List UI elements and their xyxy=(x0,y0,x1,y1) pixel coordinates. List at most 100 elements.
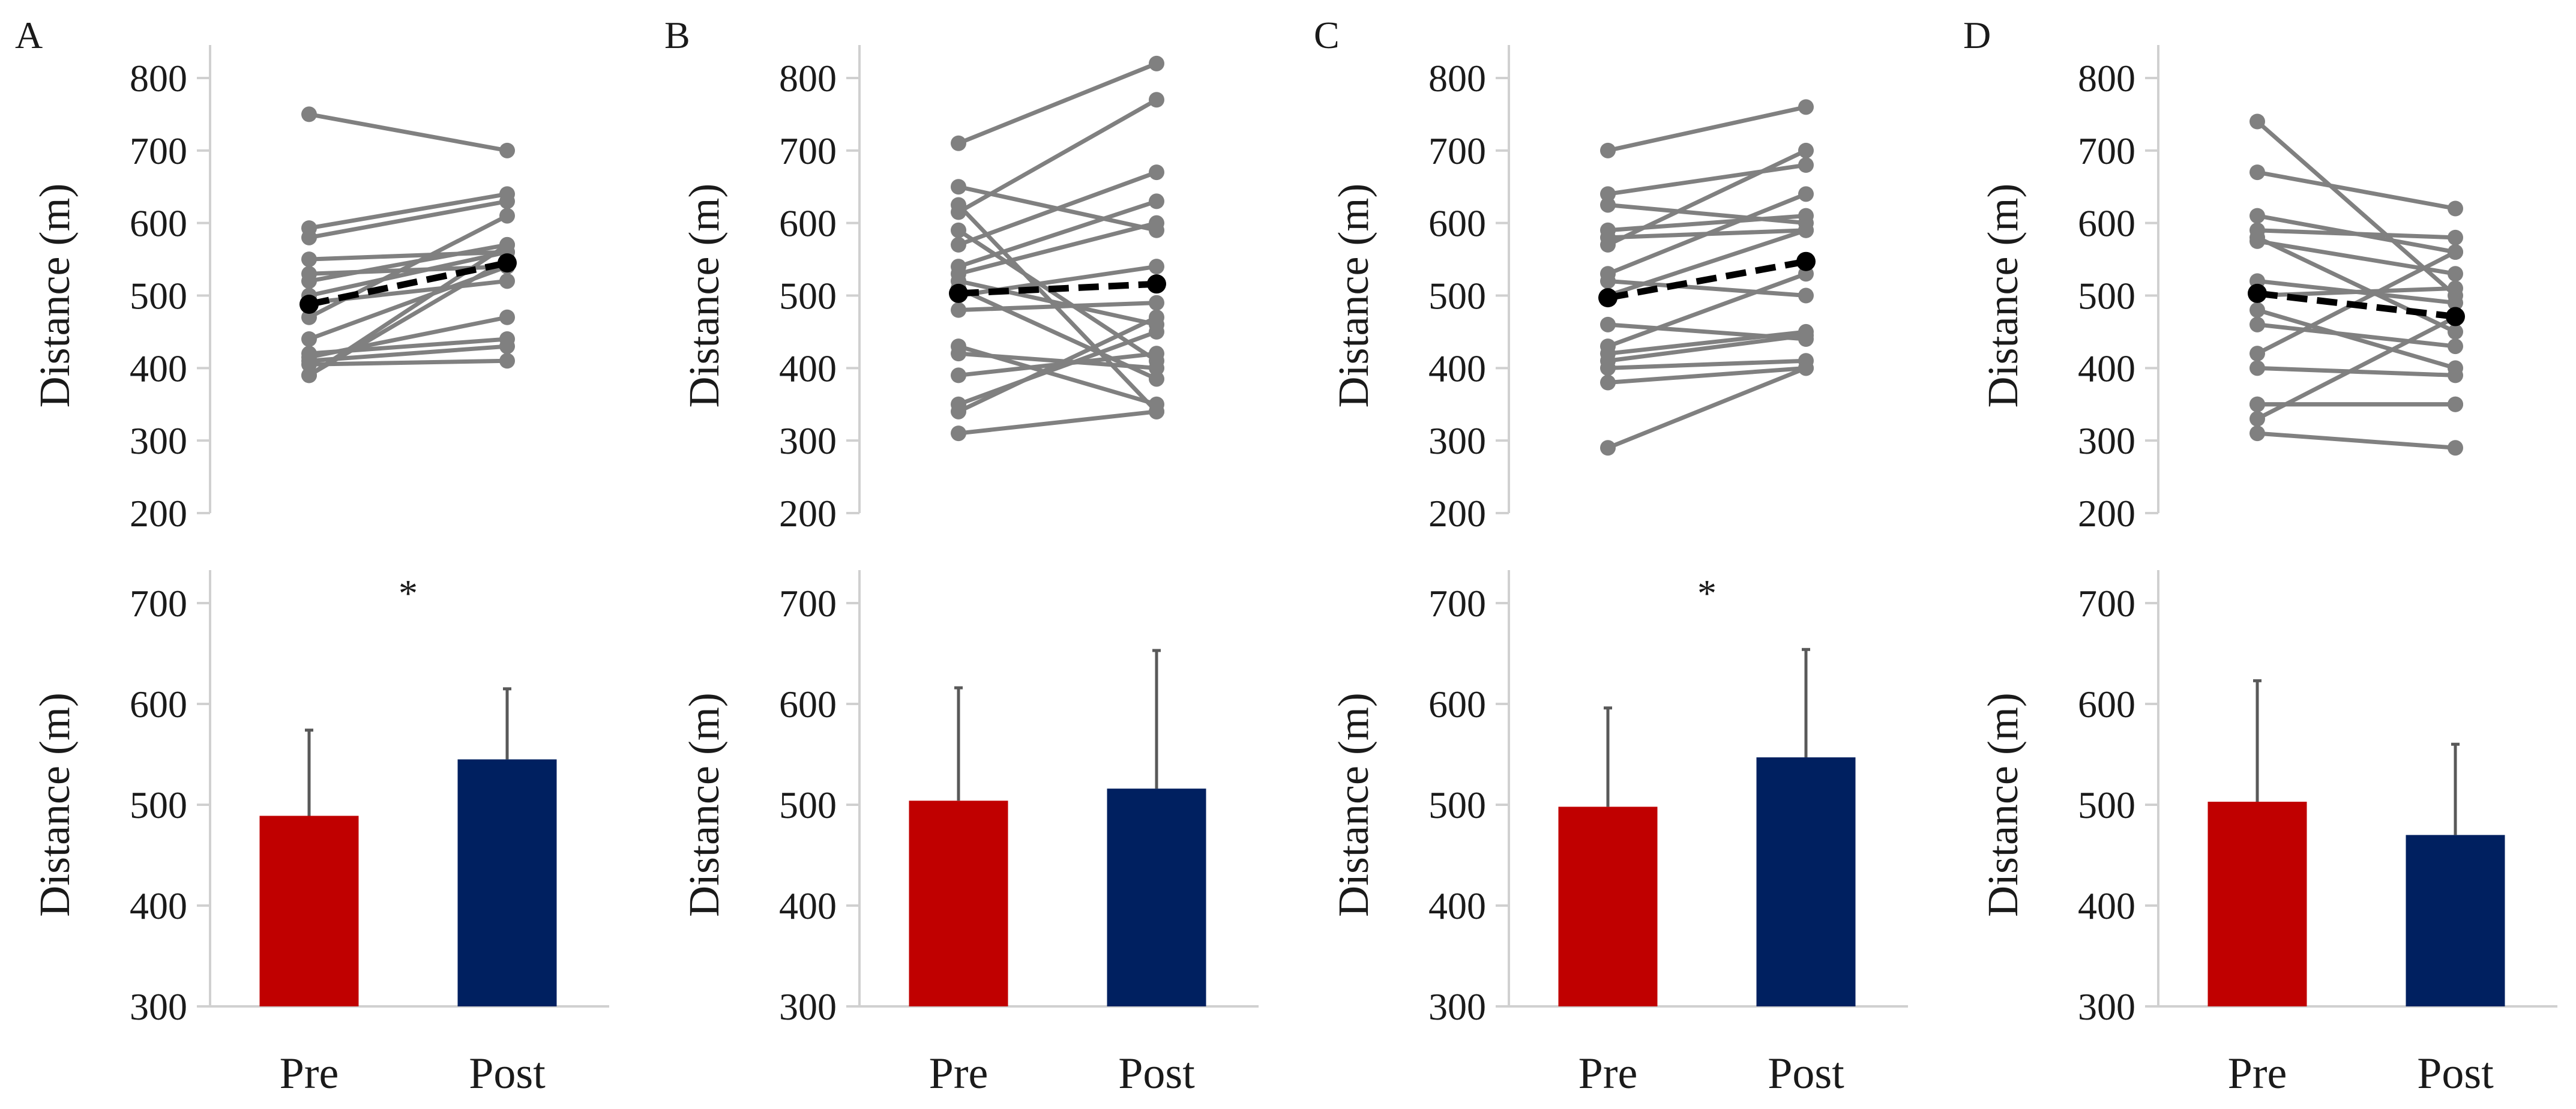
subject-point xyxy=(499,309,515,325)
subject-point xyxy=(951,135,966,151)
subject-point xyxy=(2249,113,2265,130)
subject-line xyxy=(958,221,1157,276)
subject-series xyxy=(951,346,1164,376)
panel-c-bar-chart: 300 400 500 600 700 Distance (m) Pre Post * xyxy=(1329,570,1908,1098)
subject-point xyxy=(2249,425,2265,442)
subject-point xyxy=(301,331,317,347)
bar-post xyxy=(2406,835,2505,1006)
subject-series xyxy=(2249,360,2463,383)
subject-point xyxy=(1149,193,1164,209)
subject-point xyxy=(1600,360,1616,376)
subject-line xyxy=(308,250,508,262)
subject-point xyxy=(2448,229,2463,245)
subject-line xyxy=(957,98,1158,214)
subject-line xyxy=(1607,365,1807,385)
y-axis-title: Distance (m) xyxy=(31,693,79,917)
y-tick-label: 700 xyxy=(779,130,837,172)
y-axis-title: Distance (m) xyxy=(680,184,728,408)
subject-series xyxy=(1600,157,1814,202)
subject-series xyxy=(951,55,1164,151)
subject-point xyxy=(951,204,966,220)
x-category-pre: Pre xyxy=(2228,1049,2287,1098)
significance-mark: * xyxy=(1697,572,1717,615)
y-tick-label: 700 xyxy=(130,582,187,625)
subject-point xyxy=(301,251,317,268)
y-tick-label: 700 xyxy=(1428,582,1486,625)
subject-line xyxy=(957,329,1158,407)
y-tick-label: 700 xyxy=(130,130,187,172)
subject-line xyxy=(2257,322,2456,349)
y-axis-title: Distance (m) xyxy=(1329,184,1377,408)
subject-line xyxy=(1607,271,1807,349)
subject-line xyxy=(1607,148,1807,247)
y-axis-title: Distance (m) xyxy=(1329,693,1377,917)
subject-line xyxy=(1607,333,1807,363)
subject-point xyxy=(951,236,966,253)
subject-point xyxy=(1798,222,1814,238)
y-tick-label: 500 xyxy=(779,784,837,826)
subject-point xyxy=(1600,236,1616,253)
y-axis-title: Distance (m) xyxy=(1979,184,2027,408)
bar-pre xyxy=(909,801,1008,1006)
subject-series xyxy=(1600,360,1814,456)
y-tick-label: 600 xyxy=(130,202,187,245)
y-tick-label: 500 xyxy=(1428,275,1486,317)
subject-point xyxy=(2249,346,2265,362)
y-tick-label: 400 xyxy=(779,885,837,927)
x-category-pre: Pre xyxy=(280,1049,339,1098)
y-tick-label: 400 xyxy=(2078,347,2135,389)
subject-line xyxy=(308,242,508,283)
subject-point xyxy=(1149,403,1164,419)
subject-series xyxy=(1600,99,1814,158)
y-tick-label: 600 xyxy=(2078,202,2135,245)
subject-point xyxy=(301,367,317,383)
subject-point xyxy=(499,236,515,253)
y-tick-label: 300 xyxy=(1428,419,1486,462)
subject-point xyxy=(2249,233,2265,249)
y-tick-label: 800 xyxy=(779,57,837,100)
mean-series xyxy=(299,253,517,314)
subject-series xyxy=(951,92,1164,220)
subject-line xyxy=(957,170,1158,247)
subject-point xyxy=(1600,142,1616,158)
subject-line xyxy=(1607,214,1807,233)
subject-point xyxy=(2448,338,2463,355)
subject-point xyxy=(1149,323,1164,340)
y-axis-title: Distance (m) xyxy=(31,184,79,408)
subject-line xyxy=(1607,104,1807,153)
subject-line xyxy=(958,409,1157,436)
subject-line xyxy=(957,199,1158,269)
subject-point xyxy=(2249,360,2265,376)
subject-line xyxy=(958,301,1157,313)
subject-line xyxy=(958,351,1157,370)
subject-line xyxy=(2257,228,2456,240)
subject-point xyxy=(2448,200,2463,217)
subject-point xyxy=(301,273,317,289)
subject-point xyxy=(2448,323,2463,340)
subject-series xyxy=(2249,316,2463,355)
y-tick-label: 300 xyxy=(2078,419,2135,462)
bar-pre xyxy=(259,816,359,1006)
y-tick-label: 300 xyxy=(2078,985,2135,1028)
subject-line xyxy=(308,250,508,298)
subject-point xyxy=(951,403,966,419)
subject-point xyxy=(1149,371,1164,387)
y-tick-label: 400 xyxy=(1428,347,1486,389)
subject-point xyxy=(951,222,966,238)
x-category-pre: Pre xyxy=(1578,1049,1638,1098)
subject-point xyxy=(1798,186,1814,202)
subject-line xyxy=(2256,235,2457,334)
subject-point xyxy=(1149,309,1164,325)
y-tick-label: 500 xyxy=(2078,784,2135,826)
subject-point xyxy=(1149,55,1164,71)
subject-series xyxy=(301,193,515,245)
y-tick-label: 700 xyxy=(2078,582,2135,625)
mean-point xyxy=(1598,288,1618,308)
y-axis-title: Distance (m) xyxy=(1979,693,2027,917)
subject-point xyxy=(1149,360,1164,376)
y-tick-label: 400 xyxy=(130,347,187,389)
subject-line xyxy=(2256,315,2457,421)
y-tick-label: 500 xyxy=(1428,784,1486,826)
subject-point xyxy=(2448,280,2463,296)
y-tick-label: 600 xyxy=(130,683,187,726)
